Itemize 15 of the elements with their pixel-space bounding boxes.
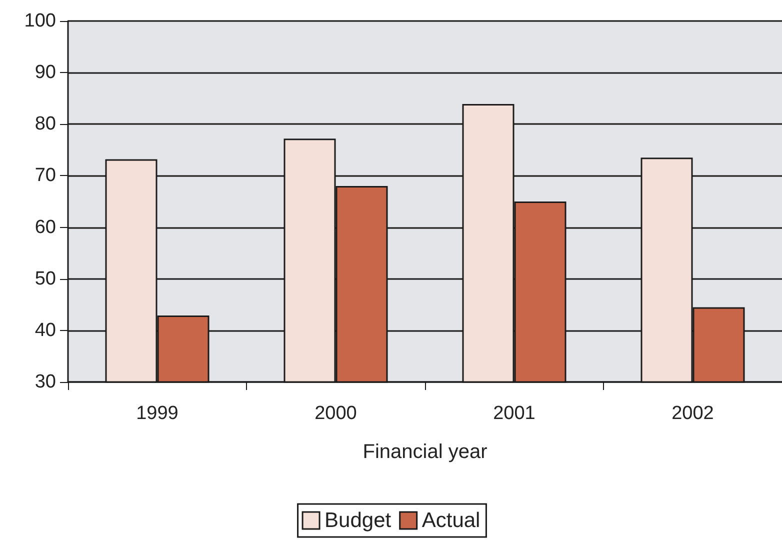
y-tick-label: 80 — [34, 114, 56, 135]
x-tick-label: 1999 — [136, 403, 178, 424]
x-tick-label: 2002 — [672, 403, 714, 424]
y-tick-label: 40 — [34, 320, 56, 341]
x-tick-label: 2001 — [493, 403, 536, 424]
legend-label: Actual — [422, 509, 480, 532]
x-axis-title: Financial year — [362, 441, 488, 463]
y-tick-label: 90 — [34, 62, 56, 84]
x-tick-label: 2000 — [314, 403, 357, 424]
y-tick-label: 100 — [24, 10, 56, 32]
legend-label: Budget — [324, 509, 392, 532]
y-tick-label: 50 — [34, 268, 56, 290]
y-tick-label: 70 — [34, 165, 56, 186]
y-tick-label: 30 — [34, 372, 56, 392]
y-tick-label: 60 — [34, 216, 56, 238]
